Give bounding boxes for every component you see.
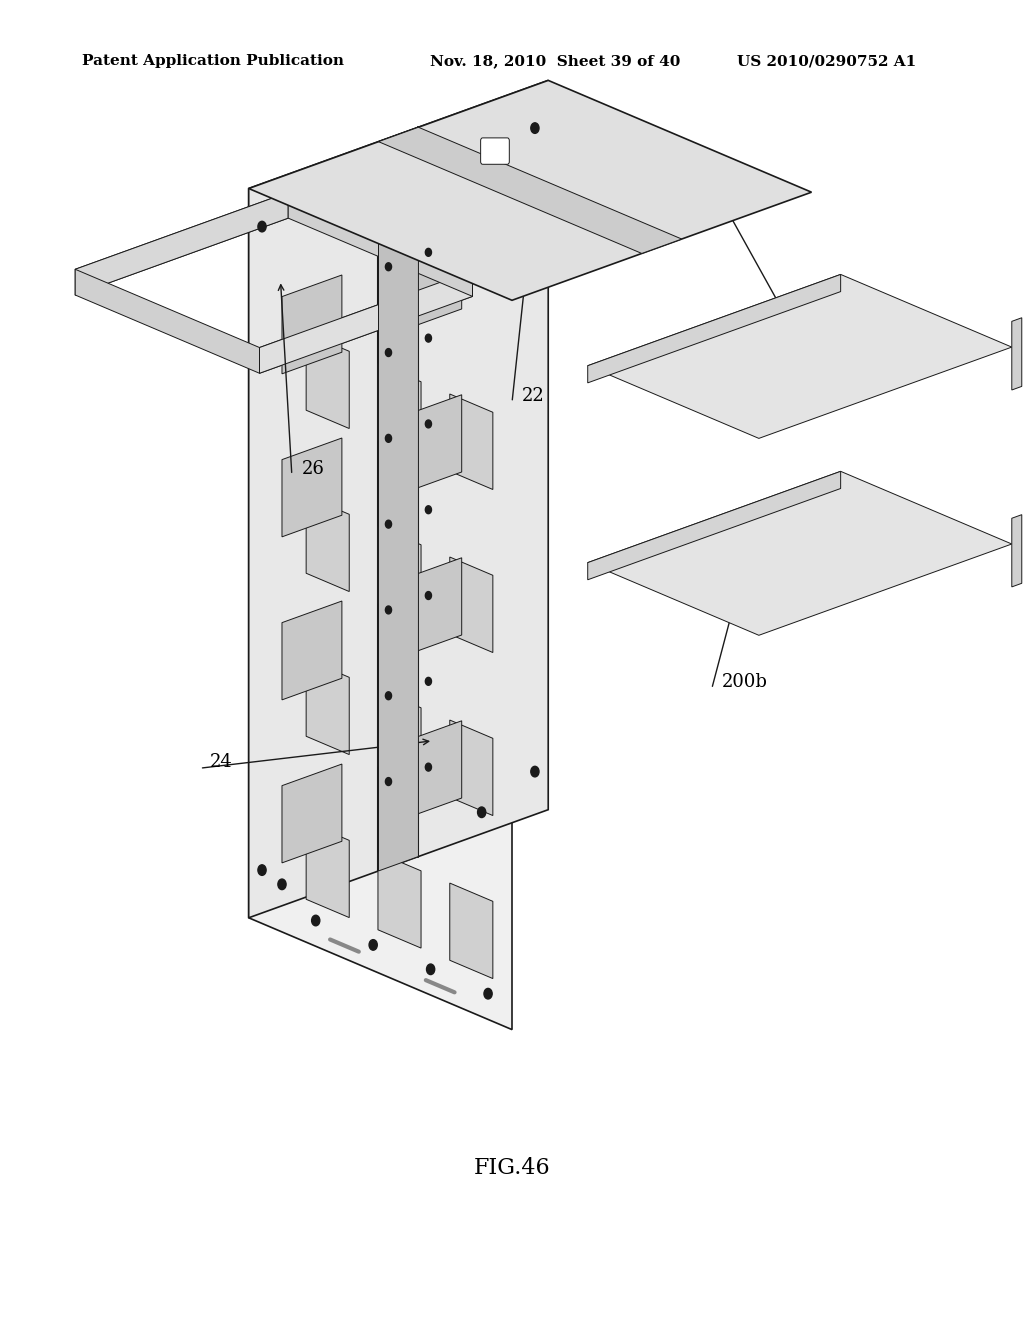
Circle shape (385, 520, 391, 528)
Circle shape (278, 879, 286, 890)
Polygon shape (282, 764, 342, 863)
Circle shape (385, 606, 391, 614)
Circle shape (369, 940, 377, 950)
Polygon shape (450, 719, 493, 816)
Circle shape (385, 348, 391, 356)
Circle shape (425, 334, 431, 342)
Text: 10: 10 (835, 360, 857, 379)
Polygon shape (75, 193, 288, 294)
Circle shape (385, 434, 391, 442)
Polygon shape (1012, 318, 1022, 389)
Polygon shape (401, 395, 462, 494)
Polygon shape (306, 496, 349, 591)
Circle shape (258, 865, 266, 875)
FancyBboxPatch shape (480, 137, 509, 164)
Polygon shape (282, 275, 342, 374)
Circle shape (484, 989, 493, 999)
Polygon shape (401, 232, 462, 330)
Polygon shape (306, 333, 349, 429)
Polygon shape (588, 471, 1012, 635)
Text: US 2010/0290752 A1: US 2010/0290752 A1 (737, 54, 916, 69)
Polygon shape (378, 363, 421, 459)
Polygon shape (378, 527, 421, 622)
Polygon shape (401, 721, 462, 820)
Text: Nov. 18, 2010  Sheet 39 of 40: Nov. 18, 2010 Sheet 39 of 40 (430, 54, 681, 69)
Circle shape (425, 248, 431, 256)
Polygon shape (378, 689, 421, 785)
Circle shape (425, 763, 431, 771)
Circle shape (378, 843, 386, 854)
Text: Patent Application Publication: Patent Application Publication (82, 54, 344, 69)
Polygon shape (378, 853, 421, 948)
Circle shape (385, 692, 391, 700)
Polygon shape (1012, 515, 1022, 587)
Circle shape (530, 767, 539, 777)
Circle shape (425, 591, 431, 599)
Circle shape (385, 777, 391, 785)
Circle shape (311, 915, 319, 925)
Polygon shape (379, 127, 682, 253)
Polygon shape (588, 275, 1012, 438)
Circle shape (477, 807, 485, 817)
Polygon shape (306, 659, 349, 755)
Polygon shape (588, 471, 841, 579)
Circle shape (425, 420, 431, 428)
Polygon shape (450, 393, 493, 490)
Polygon shape (249, 81, 811, 301)
Text: 26: 26 (302, 459, 325, 478)
Polygon shape (282, 601, 342, 700)
Text: 200b: 200b (722, 673, 768, 692)
Circle shape (258, 222, 266, 232)
Polygon shape (249, 189, 512, 1030)
Polygon shape (259, 271, 472, 374)
Polygon shape (288, 193, 472, 297)
Polygon shape (450, 883, 493, 978)
Circle shape (530, 123, 539, 133)
Text: 24: 24 (210, 752, 232, 771)
Circle shape (425, 677, 431, 685)
Polygon shape (450, 557, 493, 652)
Circle shape (385, 263, 391, 271)
Polygon shape (75, 269, 259, 374)
Circle shape (425, 506, 431, 513)
Text: FIG.46: FIG.46 (474, 1158, 550, 1179)
Polygon shape (379, 127, 419, 871)
Polygon shape (249, 81, 548, 917)
Polygon shape (306, 822, 349, 917)
Text: 22: 22 (522, 387, 545, 405)
Polygon shape (401, 558, 462, 656)
Polygon shape (588, 275, 841, 383)
Circle shape (427, 964, 435, 974)
Polygon shape (282, 438, 342, 537)
